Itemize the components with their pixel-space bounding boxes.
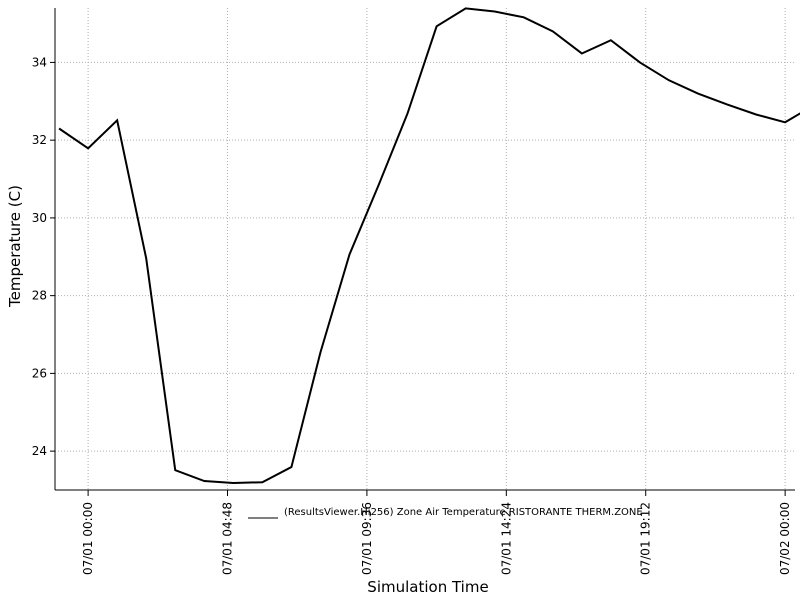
x-tick-label: 07/01 04:48 [221, 502, 235, 575]
y-tick-label: 30 [32, 211, 47, 225]
legend-label: (ResultsViewer.Hi256) Zone Air Temperatu… [284, 507, 643, 518]
y-tick-label: 26 [32, 366, 47, 380]
y-tick-label: 28 [32, 289, 47, 303]
x-tick-label: 07/02 00:00 [778, 502, 792, 575]
x-tick-label: 07/01 14:24 [499, 502, 513, 575]
data-line [58, 7, 800, 485]
plot-area [58, 7, 800, 485]
x-axis-title: Simulation Time [367, 578, 488, 596]
y-axis-title: Temperature (C) [6, 185, 24, 308]
y-tick-label: 34 [32, 55, 47, 69]
grid [55, 8, 795, 490]
y-tick-label: 32 [32, 133, 47, 147]
x-tick-label: 07/01 09:36 [360, 502, 374, 575]
y-tick-label: 24 [32, 444, 47, 458]
x-tick-label: 07/01 19:12 [639, 502, 653, 575]
x-tick-label: 07/01 00:00 [81, 502, 95, 575]
